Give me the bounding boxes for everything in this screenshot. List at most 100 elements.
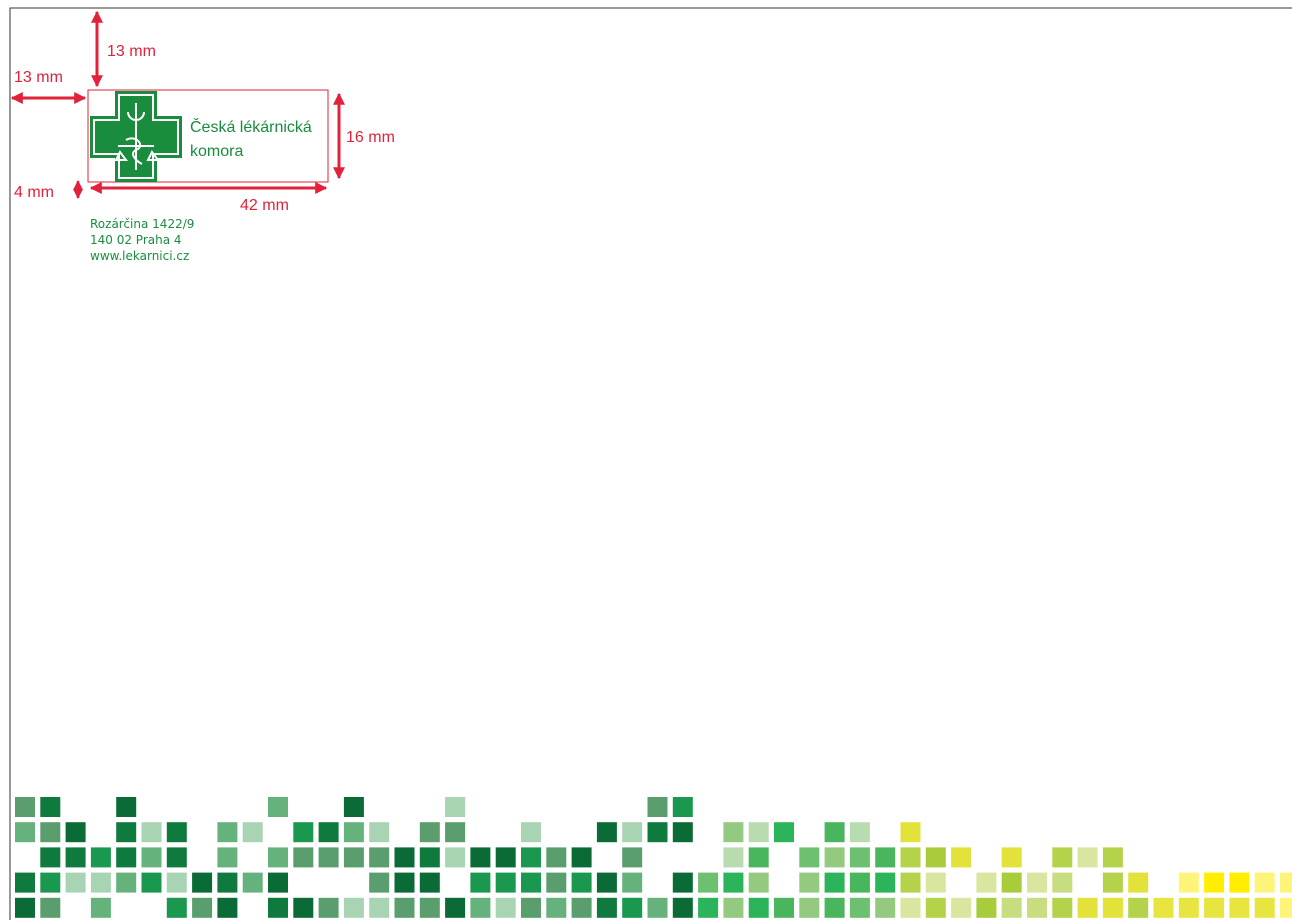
mosaic-tile: [648, 898, 668, 918]
mosaic-tile: [1229, 898, 1249, 918]
mosaic-tile: [1052, 873, 1072, 893]
mosaic-tile: [1078, 898, 1098, 918]
mosaic-tile: [167, 822, 187, 842]
mosaic-tile: [15, 898, 35, 918]
mosaic-tile: [546, 847, 566, 867]
mosaic-tile: [40, 797, 60, 817]
mosaic-tile: [445, 847, 465, 867]
mosaic-tile: [648, 797, 668, 817]
mosaic-tile: [369, 898, 389, 918]
mosaic-tile: [243, 873, 263, 893]
mosaic-tile: [673, 822, 693, 842]
mosaic-tile: [875, 847, 895, 867]
mosaic-tile: [1103, 898, 1123, 918]
mosaic-tile: [749, 847, 769, 867]
mosaic-tile: [1027, 898, 1047, 918]
mosaic-tile: [825, 898, 845, 918]
mosaic-tile: [976, 873, 996, 893]
mosaic-tile: [1103, 847, 1123, 867]
dim-label: 13 mm: [14, 69, 63, 86]
mosaic-tile: [116, 797, 136, 817]
mosaic-tile: [369, 822, 389, 842]
mosaic-tile: [572, 898, 592, 918]
mosaic-tile: [521, 847, 541, 867]
mosaic-tile: [875, 898, 895, 918]
mosaic-tile: [1255, 898, 1275, 918]
mosaic-tile: [445, 797, 465, 817]
mosaic-tile: [1052, 898, 1072, 918]
mosaic-tile: [470, 847, 490, 867]
mosaic-tile: [217, 898, 237, 918]
mosaic-tile: [142, 822, 162, 842]
mosaic-tile: [749, 898, 769, 918]
mosaic-tile: [344, 847, 364, 867]
mosaic-tile: [116, 847, 136, 867]
mosaic-tile: [496, 898, 516, 918]
mosaic-tile: [521, 873, 541, 893]
mosaic-tile: [395, 898, 415, 918]
mosaic-tile: [723, 873, 743, 893]
mosaic-tile: [319, 898, 339, 918]
mosaic-tile: [875, 873, 895, 893]
mosaic-tile: [395, 847, 415, 867]
mosaic-tile: [723, 847, 743, 867]
mosaic-tile: [799, 873, 819, 893]
mosaic-tile: [116, 822, 136, 842]
mosaic: [15, 797, 1292, 918]
mosaic-tile: [1280, 898, 1292, 918]
mosaic-tile: [268, 898, 288, 918]
mosaic-tile: [546, 873, 566, 893]
mosaic-tile: [1255, 873, 1275, 893]
mosaic-tile: [572, 847, 592, 867]
mosaic-tile: [1027, 873, 1047, 893]
mosaic-tile: [1179, 898, 1199, 918]
mosaic-tile: [622, 873, 642, 893]
mosaic-tile: [496, 873, 516, 893]
mosaic-tile: [344, 898, 364, 918]
mosaic-tile: [395, 873, 415, 893]
mosaic-tile: [597, 822, 617, 842]
mosaic-tile: [597, 898, 617, 918]
mosaic-tile: [66, 873, 86, 893]
mosaic-tile: [698, 898, 718, 918]
mosaic-tile: [40, 898, 60, 918]
mosaic-tile: [1052, 847, 1072, 867]
mosaic-tile: [268, 797, 288, 817]
mosaic-tile: [1204, 898, 1224, 918]
mosaic-tile: [319, 847, 339, 867]
mosaic-tile: [901, 898, 921, 918]
dim-label: 4 mm: [14, 184, 54, 201]
mosaic-tile: [749, 873, 769, 893]
mosaic-tile: [293, 898, 313, 918]
mosaic-tile: [572, 873, 592, 893]
mosaic-tile: [268, 847, 288, 867]
mosaic-tile: [167, 898, 187, 918]
dim-label: 42 mm: [240, 197, 289, 214]
mosaic-tile: [648, 822, 668, 842]
mosaic-tile: [723, 822, 743, 842]
mosaic-tile: [673, 898, 693, 918]
mosaic-tile: [420, 873, 440, 893]
mosaic-tile: [825, 873, 845, 893]
mosaic-tile: [445, 822, 465, 842]
mosaic-tile: [799, 847, 819, 867]
mosaic-tile: [293, 847, 313, 867]
mosaic-tile: [850, 873, 870, 893]
mosaic-tile: [15, 822, 35, 842]
mosaic-tile: [1103, 873, 1123, 893]
mosaic-tile: [901, 873, 921, 893]
mosaic-tile: [420, 822, 440, 842]
mosaic-tile: [470, 873, 490, 893]
envelope: 13 mm 13 mm 16 mm 4 mm 42 mm Česká lékár…: [0, 0, 1292, 920]
mosaic-tile: [698, 873, 718, 893]
mosaic-tile: [1128, 873, 1148, 893]
mosaic-tile: [167, 847, 187, 867]
mosaic-tile: [774, 822, 794, 842]
mosaic-tile: [825, 822, 845, 842]
mosaic-tile: [445, 898, 465, 918]
mosaic-tile: [116, 873, 136, 893]
mosaic-tile: [850, 847, 870, 867]
mosaic-tile: [1229, 873, 1249, 893]
mosaic-tile: [850, 822, 870, 842]
page: 13 mm 13 mm 16 mm 4 mm 42 mm Česká lékár…: [0, 0, 1292, 920]
